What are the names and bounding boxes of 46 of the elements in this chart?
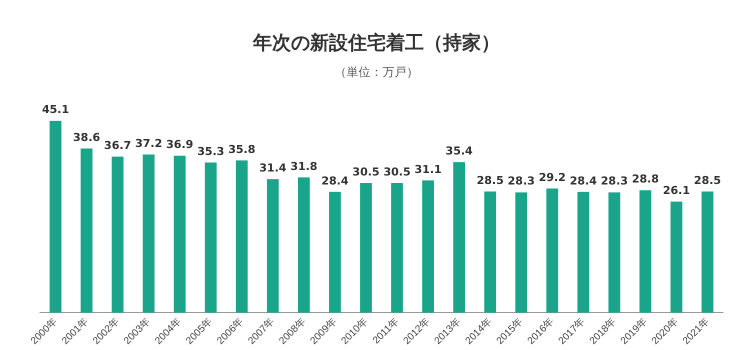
bar <box>50 120 62 313</box>
data-label: 45.1 <box>42 103 70 116</box>
data-label: 26.1 <box>662 184 690 198</box>
bar <box>670 202 682 313</box>
bar <box>329 192 341 313</box>
bar <box>360 182 372 313</box>
data-label: 35.8 <box>228 142 256 156</box>
data-label: 29.2 <box>538 170 566 184</box>
data-label: 28.5 <box>694 174 722 187</box>
bar <box>174 156 186 313</box>
bar <box>142 154 155 313</box>
data-label: 31.8 <box>290 160 318 173</box>
bar <box>453 162 466 313</box>
data-label: 28.4 <box>321 174 349 188</box>
bar <box>391 182 403 313</box>
bar <box>236 160 248 313</box>
bar <box>702 191 714 313</box>
bar <box>422 180 434 313</box>
bar <box>484 191 496 313</box>
data-label: 35.3 <box>197 144 224 158</box>
bar <box>266 179 279 313</box>
bar <box>546 188 558 313</box>
data-label: 28.8 <box>632 172 659 186</box>
data-label: 30.5 <box>383 165 411 178</box>
data-label: 31.4 <box>259 161 287 174</box>
data-label: 28.5 <box>476 174 504 187</box>
data-label: 37.2 <box>135 136 162 150</box>
bar <box>80 148 92 313</box>
data-label: 31.1 <box>414 162 442 176</box>
data-label: 28.4 <box>570 174 598 188</box>
data-label: 28.3 <box>600 174 628 188</box>
bar <box>577 192 590 313</box>
bar <box>515 192 528 313</box>
data-label: 30.5 <box>352 165 380 178</box>
data-label: 38.6 <box>73 130 100 144</box>
data-label: 35.4 <box>446 144 474 158</box>
data-label: 28.3 <box>508 174 535 188</box>
bar <box>639 190 652 313</box>
bar <box>298 177 310 313</box>
bar <box>204 162 217 313</box>
chart-title: 年次の新設住宅着工（持家） <box>252 31 501 56</box>
bar <box>112 156 124 313</box>
bar <box>608 192 620 313</box>
chart-subtitle: （単位：万戸） <box>334 64 420 81</box>
data-label: 36.9 <box>166 138 194 152</box>
data-label: 36.7 <box>104 138 132 152</box>
